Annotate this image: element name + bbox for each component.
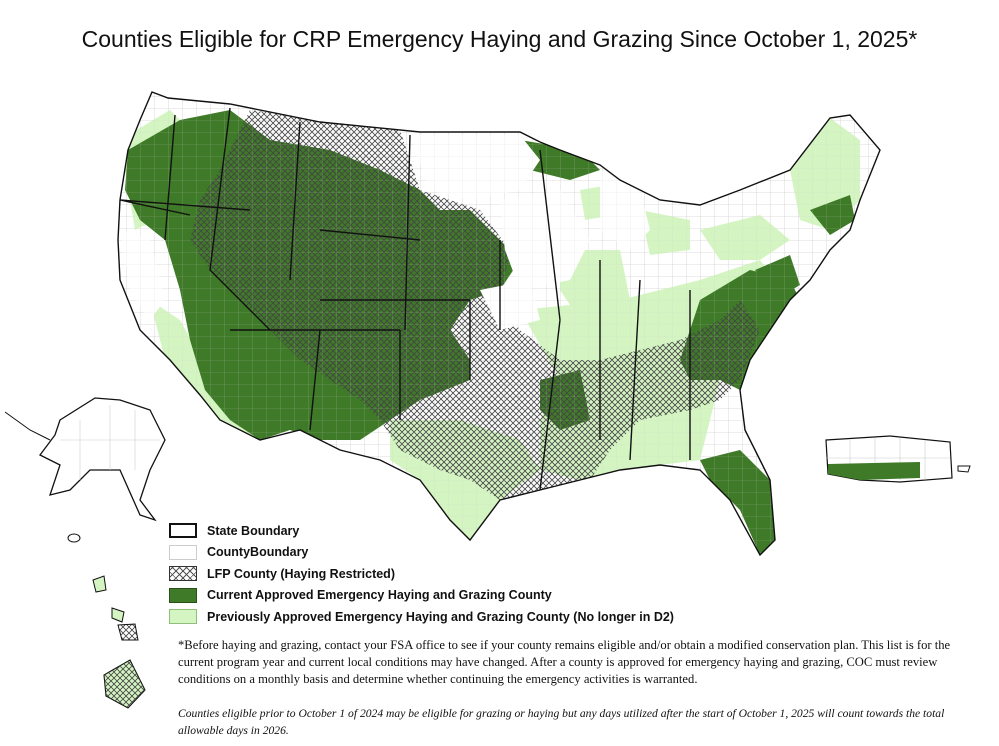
legend-state-boundary: State Boundary [169,520,729,542]
legend-county-boundary: CountyBoundary [169,542,729,564]
legend: State Boundary CountyBoundary LFP County… [169,520,729,628]
state-boundaries [117,91,881,557]
footnote-italic: Counties eligible prior to October 1 of … [178,707,945,737]
legend-label: LFP County (Haying Restricted) [207,566,395,581]
legend-label: Current Approved Emergency Haying and Gr… [207,588,552,603]
legend-previous: Previously Approved Emergency Haying and… [169,606,729,628]
previous-swatch [169,609,197,625]
state-boundary-swatch [169,523,197,539]
county-boundary-swatch [169,544,197,560]
lfp-swatch [169,566,197,582]
legend-lfp: LFP County (Haying Restricted) [169,563,729,585]
puerto-rico [825,435,971,483]
alaska [4,397,166,543]
legend-label: Previously Approved Emergency Haying and… [207,609,674,624]
legend-label: CountyBoundary [207,545,309,560]
legend-current: Current Approved Emergency Haying and Gr… [169,585,729,607]
current-swatch [169,587,197,603]
hawaii [92,575,146,709]
footnote: *Before haying and grazing, contact your… [178,638,951,686]
legend-label: State Boundary [207,523,300,538]
map-title: Counties Eligible for CRP Emergency Hayi… [81,26,918,52]
